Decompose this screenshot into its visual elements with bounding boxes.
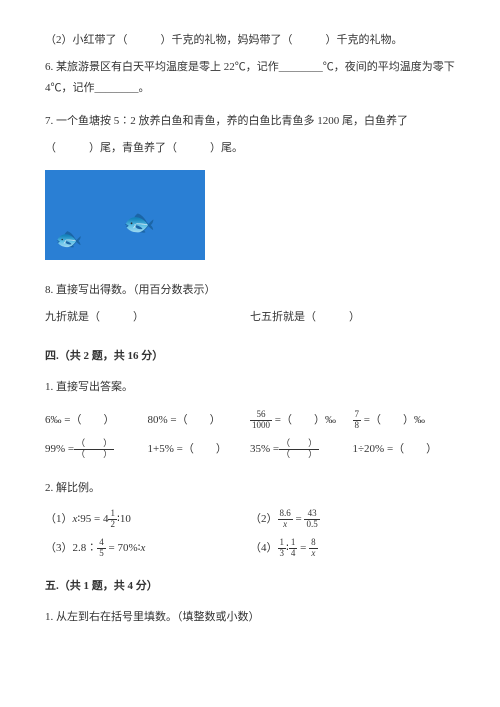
s4-q1: 1. 直接写出答案。 xyxy=(45,377,455,398)
calc-cell: 78 =（ ）‰ xyxy=(353,410,456,431)
prop-2: （2）8.6x = 430.5 xyxy=(250,509,455,530)
question-2-sub2: （2）小红带了（ ）千克的礼物，妈妈带了（ ）千克的礼物。 xyxy=(45,30,455,51)
prop-row-2: （3）2.8∶45 = 70%∶x （4）13∶14 = 8x xyxy=(45,538,455,559)
q8-right: 七五折就是（ ） xyxy=(250,307,455,328)
calc-cell: 6‰ =（ ） xyxy=(45,410,148,431)
calc-cell: 561000 =（ ）‰ xyxy=(250,410,353,431)
question-8: 8. 直接写出得数。（用百分数表示） xyxy=(45,280,455,301)
calc-cell: 80% =（ ） xyxy=(148,410,251,431)
question-7-line2: （ ）尾，青鱼养了（ ）尾。 xyxy=(45,138,455,159)
question-8-row: 九折就是（ ） 七五折就是（ ） xyxy=(45,307,455,328)
calc-cell: 35% =（ ）（ ） xyxy=(250,439,353,460)
fish-image: 🐟 🐟 xyxy=(45,170,205,260)
prop-4: （4）13∶14 = 8x xyxy=(250,538,455,559)
prop-row-1: （1）x∶95 = 412∶10 （2）8.6x = 430.5 xyxy=(45,509,455,530)
calc-row-2: 99% =（ ）（ ） 1+5% =（ ） 35% =（ ）（ ） 1÷20% … xyxy=(45,439,455,460)
fish-icon: 🐟 xyxy=(123,198,155,247)
calc-cell: 1+5% =（ ） xyxy=(148,439,251,460)
calc-cell: 1÷20% =（ ） xyxy=(353,439,456,460)
question-7-line1: 7. 一个鱼塘按 5∶2 放养白鱼和青鱼，养的白鱼比青鱼多 1200 尾，白鱼养… xyxy=(45,111,455,132)
prop-1: （1）x∶95 = 412∶10 xyxy=(45,509,250,530)
prop-3: （3）2.8∶45 = 70%∶x xyxy=(45,538,250,559)
fish-icon: 🐟 xyxy=(55,218,82,260)
section-4-heading: 四.（共 2 题，共 16 分） xyxy=(45,346,455,367)
calc-row-1: 6‰ =（ ） 80% =（ ） 561000 =（ ）‰ 78 =（ ）‰ xyxy=(45,410,455,431)
q8-left: 九折就是（ ） xyxy=(45,307,250,328)
s5-q1: 1. 从左到右在括号里填数。（填整数或小数） xyxy=(45,607,455,628)
question-6: 6. 某旅游景区有白天平均温度是零上 22℃，记作________℃，夜间的平均… xyxy=(45,57,455,99)
section-5-heading: 五.（共 1 题，共 4 分） xyxy=(45,576,455,597)
s4-q2: 2. 解比例。 xyxy=(45,478,455,499)
calc-cell: 99% =（ ）（ ） xyxy=(45,439,148,460)
